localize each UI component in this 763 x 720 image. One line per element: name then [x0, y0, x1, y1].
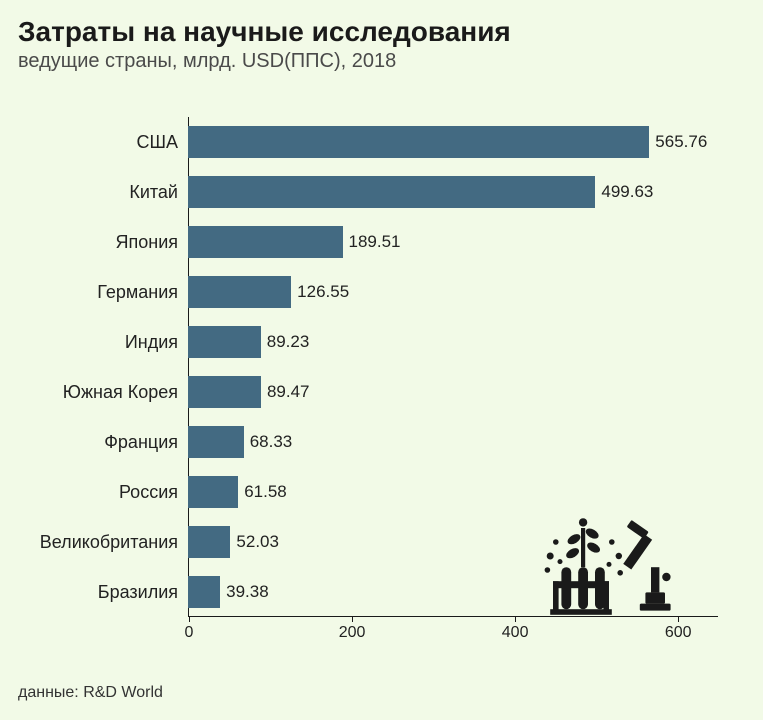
value-label: 565.76 — [655, 117, 707, 167]
y-axis-label: Германия — [0, 267, 178, 317]
x-tick-label: 400 — [485, 624, 545, 642]
value-label: 89.47 — [267, 367, 310, 417]
bar-row: Индия 89.23 — [0, 317, 763, 367]
bar — [188, 276, 291, 308]
chart-title: Затраты на научные исследования — [18, 16, 745, 48]
bar-row: США 565.76 — [0, 117, 763, 167]
y-axis-label: Южная Корея — [0, 367, 178, 417]
value-label: 52.03 — [236, 517, 279, 567]
value-label: 189.51 — [349, 217, 401, 267]
y-axis-label: Индия — [0, 317, 178, 367]
y-axis-label: Великобритания — [0, 517, 178, 567]
value-label: 89.23 — [267, 317, 310, 367]
bar — [188, 576, 220, 608]
value-label: 126.55 — [297, 267, 349, 317]
y-axis-label: Бразилия — [0, 567, 178, 617]
y-axis-label: Россия — [0, 467, 178, 517]
value-label: 61.58 — [244, 467, 287, 517]
bar-row: Франция 68.33 — [0, 417, 763, 467]
bar-row: Южная Корея 89.47 — [0, 367, 763, 417]
source-footer: данные: R&D World — [18, 684, 163, 702]
bar — [188, 526, 230, 558]
x-tick-label: 0 — [159, 624, 219, 642]
y-axis-label: Китай — [0, 167, 178, 217]
bar-row: Япония 189.51 — [0, 217, 763, 267]
chart-subtitle: ведущие страны, млрд. USD(ППС), 2018 — [18, 50, 745, 73]
science-research-icon — [539, 500, 679, 640]
bar — [188, 176, 595, 208]
y-axis-label: США — [0, 117, 178, 167]
bar — [188, 426, 244, 458]
bar-row: Германия 126.55 — [0, 267, 763, 317]
bar-row: Китай 499.63 — [0, 167, 763, 217]
value-label: 499.63 — [601, 167, 653, 217]
bar — [188, 376, 261, 408]
bar — [188, 126, 649, 158]
bar — [188, 226, 343, 258]
x-tick-label: 200 — [322, 624, 382, 642]
bar — [188, 476, 238, 508]
value-label: 68.33 — [250, 417, 293, 467]
y-axis-label: Франция — [0, 417, 178, 467]
bar — [188, 326, 261, 358]
y-axis-label: Япония — [0, 217, 178, 267]
header: Затраты на научные исследования ведущие … — [0, 0, 763, 77]
value-label: 39.38 — [226, 567, 269, 617]
